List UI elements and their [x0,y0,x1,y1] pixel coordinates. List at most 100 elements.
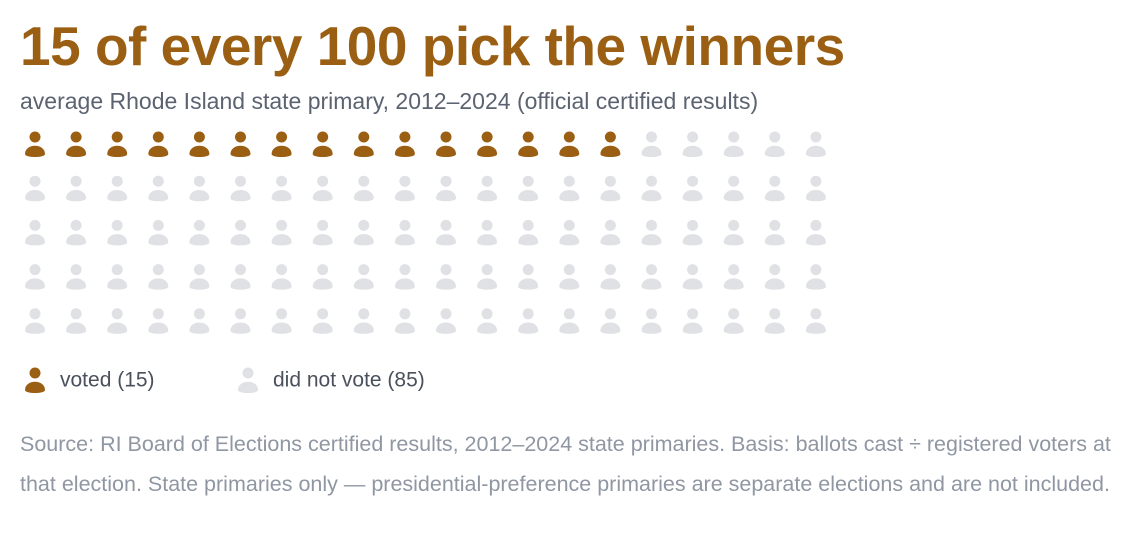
icon-body [66,234,87,246]
icon-head [29,131,41,143]
icon-head [728,219,740,231]
person-icon [66,219,87,246]
person-icon [271,264,292,290]
icon-head [235,131,246,143]
person-icon [764,264,785,290]
person-icon [436,175,456,202]
icon-head [481,175,493,187]
person-icon [641,308,662,334]
person-icon [477,219,498,246]
icon-body [682,189,703,202]
icon-head [193,264,205,276]
icon-head [481,264,493,276]
legend-label: did not vote (85) [273,369,425,392]
chart-title: 15 of every 100 pick the winners [20,15,845,77]
icon-body [189,234,210,246]
icon-head [563,131,575,143]
person-icon [518,175,539,202]
icon-body [641,234,662,246]
icon-body [805,145,826,157]
icon-body [312,189,333,202]
person-icon [436,131,456,157]
icon-body [394,234,415,246]
person-icon [436,219,456,246]
icon-head [440,219,452,231]
icon-body [230,189,251,202]
person-icon [518,264,539,290]
person-icon [230,175,251,202]
icon-head [29,175,41,187]
person-icon [600,264,621,290]
icon-body [559,322,580,334]
person-icon [107,219,128,246]
icon-body [436,322,456,334]
icon-head [235,175,246,187]
icon-body [436,278,456,290]
icon-head [769,264,781,276]
icon-body [271,234,292,246]
person-icon [600,131,621,157]
icon-body [66,189,87,202]
person-icon [312,131,333,157]
person-icon [189,219,210,246]
icon-body [312,145,333,157]
icon-body [230,278,251,290]
icon-head [317,308,329,320]
icon-head [728,264,740,276]
person-icon [723,175,744,202]
icon-head [235,264,246,276]
icon-head [111,175,123,187]
person-icon [682,131,703,157]
icon-head [563,264,575,276]
person-icon [271,219,292,246]
person-icon [436,308,456,334]
person-icon [394,308,415,334]
icon-body [394,145,415,157]
person-icon [477,175,498,202]
icon-head [70,131,82,143]
icon-head [604,264,616,276]
icon-body [353,234,374,246]
icon-body [107,322,128,334]
icon-head [111,131,123,143]
icon-body [66,278,87,290]
icon-head [769,175,781,187]
icon-body [189,278,210,290]
person-icon [764,219,785,246]
icon-body [764,234,785,246]
icon-body [66,145,87,157]
icon-head [810,175,822,187]
icon-head [111,264,123,276]
person-icon [189,175,210,202]
icon-body [477,322,498,334]
icon-body [600,234,621,246]
icon-body [764,189,785,202]
person-icon [148,308,169,334]
icon-head [481,219,493,231]
person-icon [353,219,374,246]
icon-head [687,219,699,231]
person-icon [148,219,169,246]
person-icon [682,219,703,246]
icon-body [271,322,292,334]
icon-head [646,264,657,276]
person-icon [764,308,785,334]
person-icon [189,264,210,290]
icon-head [810,219,822,231]
icon-head [358,219,370,231]
icon-body [723,145,744,157]
icon-body [723,278,744,290]
icon-body [353,145,374,157]
icon-head [29,308,41,320]
icon-body [189,189,210,202]
person-icon [805,131,826,157]
icon-body [394,189,415,202]
icon-body [25,322,45,334]
person-icon [477,131,498,157]
icon-head [317,264,329,276]
icon-body [641,145,662,157]
icon-head [481,308,493,320]
person-icon [436,264,456,290]
legend-icon [238,367,258,393]
